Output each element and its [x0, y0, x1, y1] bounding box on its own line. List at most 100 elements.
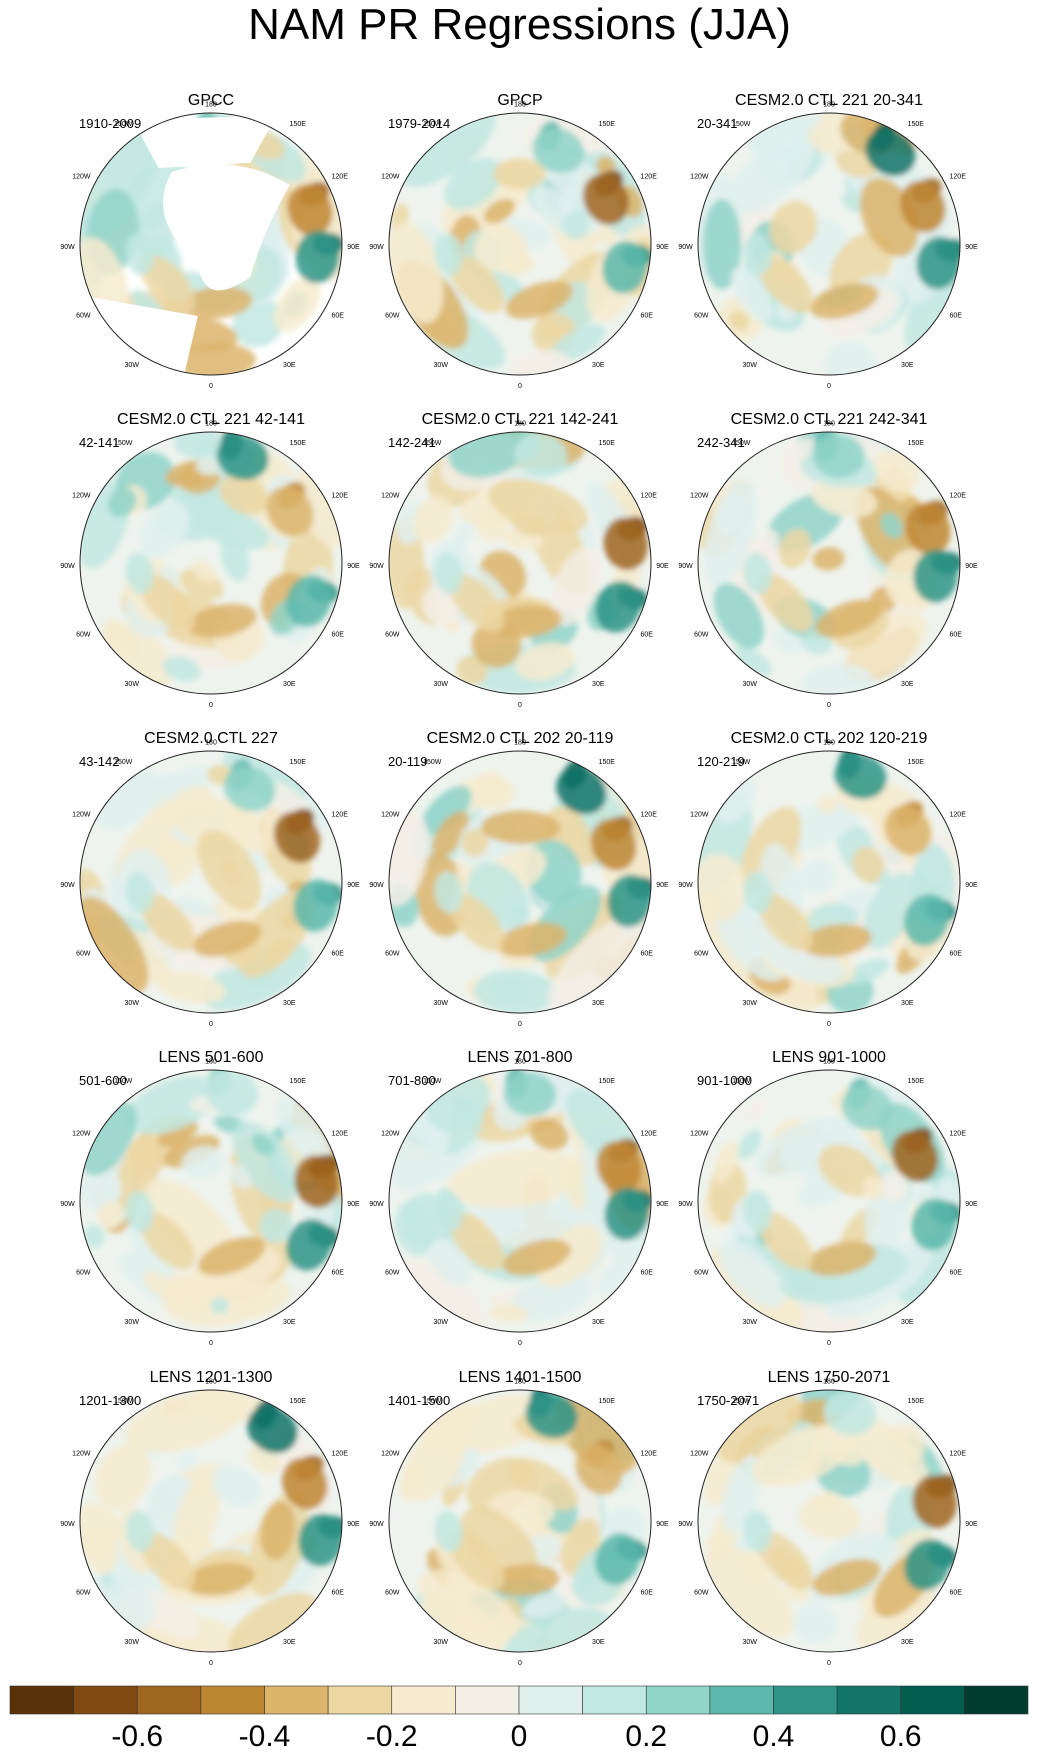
- lon-label: 0: [827, 1660, 831, 1667]
- lon-label: 150W: [423, 759, 442, 766]
- lon-label: 150E: [290, 121, 307, 128]
- lon-label: 30E: [592, 1639, 605, 1646]
- map-panel: LENS 901-1000 901-1000 180 150W 150E 120W 120E…: [678, 1049, 978, 1347]
- lon-label: 180: [514, 1378, 526, 1385]
- lon-label: 90W: [369, 1521, 384, 1528]
- lon-label: 90E: [347, 563, 360, 570]
- lon-label: 90W: [60, 1201, 75, 1208]
- lon-label: 120W: [381, 493, 400, 500]
- lon-label: 0: [827, 1021, 831, 1028]
- lon-label: 30E: [592, 1319, 605, 1326]
- lon-label: 30W: [743, 681, 758, 688]
- lon-label: 180: [514, 739, 526, 746]
- lon-label: 180: [514, 101, 526, 108]
- map-panel: LENS 501-600 501-600 180 150W 150E 120W 120E 90…: [60, 1049, 360, 1347]
- lon-label: 90E: [656, 1201, 669, 1208]
- lon-label: 150W: [114, 759, 133, 766]
- panel-title: CESM2.0 CTL 221 42-141: [117, 411, 305, 428]
- lon-label: 0: [518, 1021, 522, 1028]
- lon-label: 60E: [950, 312, 963, 319]
- lon-label: 60W: [76, 950, 91, 957]
- lon-label: 150E: [290, 759, 307, 766]
- lon-label: 90W: [678, 563, 693, 570]
- lon-label: 60E: [641, 950, 654, 957]
- lon-label: 30E: [283, 362, 296, 369]
- lon-label: 60W: [76, 1269, 91, 1276]
- lon-label: 30E: [283, 1000, 296, 1007]
- panel-period: 1910-2009: [79, 116, 141, 131]
- panel-period: 901-1000: [697, 1073, 752, 1088]
- lon-label: 30E: [901, 681, 914, 688]
- lon-label: 150W: [114, 121, 133, 128]
- lon-label: 90E: [965, 244, 978, 251]
- lon-label: 90E: [656, 244, 669, 251]
- lon-label: 150E: [908, 1398, 925, 1405]
- lon-label: 120E: [950, 812, 967, 819]
- panel-title: LENS 1201-1300: [150, 1369, 273, 1386]
- lon-label: 150W: [732, 1398, 751, 1405]
- lon-label: 120E: [641, 1131, 658, 1138]
- lon-label: 150W: [423, 121, 442, 128]
- lon-label: 30W: [743, 1000, 758, 1007]
- lon-label: 0: [518, 383, 522, 390]
- map-panel: LENS 1401-1500 1401-1500 180 150W 150E 120W 12…: [369, 1369, 669, 1667]
- lon-label: 30W: [125, 681, 140, 688]
- lon-label: 30E: [592, 1000, 605, 1007]
- lon-label: 60W: [76, 1589, 91, 1596]
- map-border: [388, 1069, 652, 1333]
- lon-label: 30E: [592, 681, 605, 688]
- panel-period: 42-141: [79, 435, 119, 450]
- lon-label: 120E: [332, 1131, 349, 1138]
- lon-label: 120W: [381, 812, 400, 819]
- lon-label: 90W: [678, 1201, 693, 1208]
- lon-label: 60W: [694, 950, 709, 957]
- lon-label: 0: [518, 702, 522, 709]
- map-panel: CESM2.0 CTL 221 142-241 142-241 180 150W 150…: [369, 411, 669, 709]
- lon-label: 90E: [347, 1201, 360, 1208]
- lon-label: 60W: [385, 312, 400, 319]
- map-panel: CESM2.0 CTL 227 43-142 180 150W 150E 120W 120E…: [60, 730, 360, 1028]
- lon-label: 90E: [347, 244, 360, 251]
- lon-label: 30W: [434, 1639, 449, 1646]
- panel-title: CESM2.0 CTL 227: [144, 730, 278, 747]
- lon-label: 90E: [965, 563, 978, 570]
- lon-label: 90W: [60, 882, 75, 889]
- lon-label: 150E: [908, 1078, 925, 1085]
- lon-label: 120E: [950, 1451, 967, 1458]
- lon-label: 60E: [332, 312, 345, 319]
- precip-field: [80, 1070, 342, 1332]
- lon-label: 120E: [950, 174, 967, 181]
- lon-label: 30E: [283, 681, 296, 688]
- figure-title: NAM PR Regressions (JJA): [248, 0, 791, 49]
- lon-label: 60E: [332, 631, 345, 638]
- lon-label: 180: [823, 420, 835, 427]
- panel-period: 1401-1500: [388, 1393, 450, 1408]
- panel-title: LENS 1401-1500: [459, 1369, 582, 1386]
- panel-period: 120-219: [697, 754, 745, 769]
- panel-period: 1979-2014: [388, 116, 450, 131]
- lon-label: 150W: [732, 1078, 751, 1085]
- map-border: [388, 1389, 652, 1653]
- lon-label: 60W: [76, 631, 91, 638]
- map-border: [388, 750, 652, 1014]
- lon-label: 90W: [369, 244, 384, 251]
- lon-label: 120W: [72, 493, 91, 500]
- lon-label: 0: [827, 1340, 831, 1347]
- panel-title: CESM2.0 CTL 221 20-341: [735, 92, 923, 109]
- panel-period: 1750-2071: [697, 1393, 759, 1408]
- precip-field: [80, 751, 342, 1013]
- lon-label: 90W: [60, 563, 75, 570]
- lon-label: 30E: [592, 362, 605, 369]
- map-border: [79, 1069, 343, 1333]
- lon-label: 120W: [72, 1451, 91, 1458]
- panel-title: CESM2.0 CTL 221 242-341: [731, 411, 928, 428]
- map-panel: CESM2.0 CTL 202 120-219 120-219 180 150W 150…: [678, 730, 978, 1028]
- lon-label: 120E: [332, 812, 349, 819]
- map-panel: CESM2.0 CTL 221 20-341 20-341 180 150W 150E 1…: [678, 92, 978, 390]
- lon-label: 90E: [965, 1201, 978, 1208]
- lon-label: 180: [205, 420, 217, 427]
- precip-field: [698, 113, 960, 375]
- lon-label: 90E: [965, 1521, 978, 1528]
- map-border: [79, 750, 343, 1014]
- lon-label: 120E: [641, 493, 658, 500]
